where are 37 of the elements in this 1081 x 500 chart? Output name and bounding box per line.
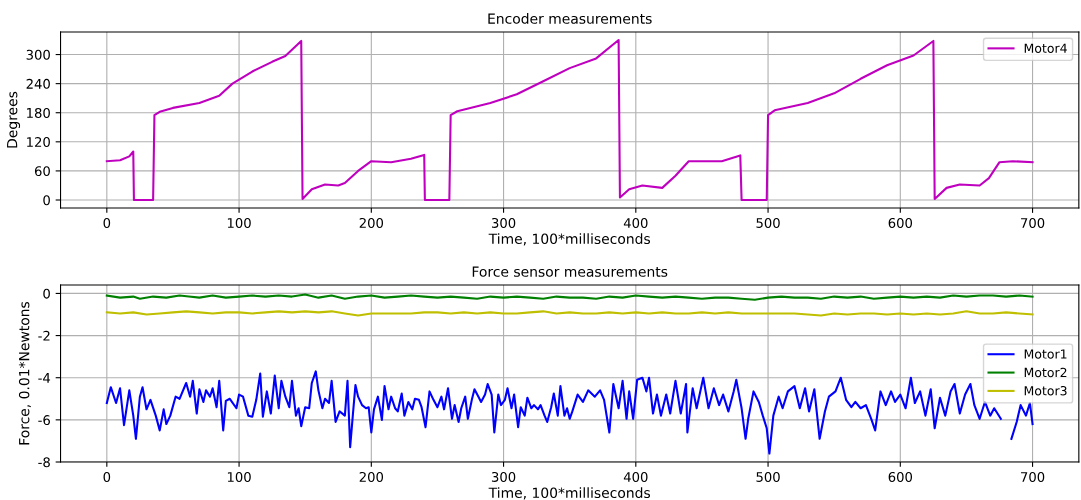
legend-label: Motor1 (1024, 349, 1067, 359)
x-tick-label: 300 (491, 471, 516, 482)
x-tick-label: 0 (103, 471, 111, 482)
x-tick-label: 400 (623, 471, 648, 482)
legend-label: Motor2 (1024, 367, 1067, 378)
y-tick-label: 0 (43, 288, 50, 299)
y-tick-label: 300 (26, 49, 50, 60)
x-tick-label: 500 (756, 471, 780, 482)
y-tick-label: 60 (34, 166, 50, 177)
y-tick-label: -8 (38, 457, 50, 468)
x-tick-label: 200 (359, 471, 384, 482)
y-tick-label: -6 (38, 415, 50, 426)
y-axis-title: Force, 0.01*Newtons (18, 301, 31, 445)
x-tick-label: 300 (491, 217, 516, 228)
y-tick-label: 0 (43, 195, 50, 206)
chart-title: Force sensor measurements (472, 266, 668, 277)
x-axis-title: Time, 100*milliseconds (488, 233, 651, 246)
legend-label: Motor3 (1024, 386, 1067, 396)
x-tick-label: 700 (1021, 217, 1045, 228)
y-axis-title: Degrees (7, 91, 21, 148)
x-tick-label: 0 (103, 217, 111, 228)
x-tick-label: 600 (888, 471, 913, 482)
y-tick-label: 120 (27, 137, 50, 148)
x-tick-label: 500 (756, 217, 780, 228)
legend-label: Motor4 (1024, 43, 1067, 53)
x-tick-label: 100 (227, 471, 251, 482)
y-tick-label: 240 (26, 78, 50, 89)
y-tick-label: 180 (27, 107, 50, 118)
x-axis-title: Time, 100*milliseconds (488, 487, 651, 500)
x-tick-label: 400 (623, 217, 648, 228)
x-tick-label: 100 (227, 217, 251, 228)
x-tick-label: 200 (359, 217, 384, 228)
y-tick-label: -4 (38, 373, 51, 383)
y-tick-label: -2 (38, 330, 50, 341)
x-tick-label: 600 (888, 217, 913, 228)
x-tick-label: 700 (1021, 471, 1045, 482)
chart-title: Encoder measurements (488, 13, 652, 24)
